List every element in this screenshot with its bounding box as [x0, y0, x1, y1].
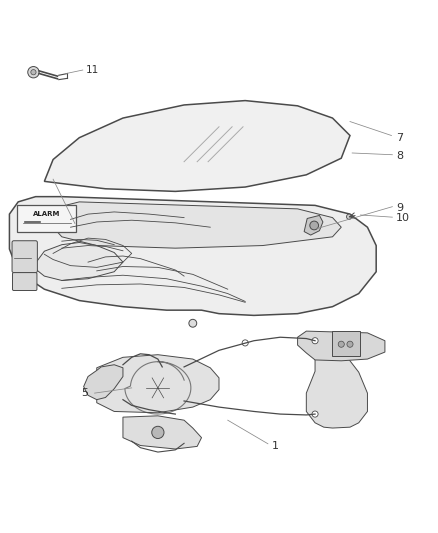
Circle shape [347, 341, 353, 348]
Polygon shape [53, 202, 341, 248]
Polygon shape [306, 335, 367, 428]
FancyBboxPatch shape [332, 331, 360, 356]
Circle shape [189, 319, 197, 327]
Text: 11: 11 [86, 65, 99, 75]
Circle shape [28, 67, 39, 78]
FancyBboxPatch shape [17, 205, 76, 232]
Polygon shape [123, 416, 201, 449]
Circle shape [312, 338, 318, 344]
FancyBboxPatch shape [12, 241, 37, 272]
Polygon shape [10, 197, 376, 316]
Text: 5: 5 [81, 388, 88, 398]
Circle shape [346, 214, 352, 220]
Circle shape [137, 367, 179, 409]
Circle shape [338, 341, 344, 348]
Circle shape [152, 426, 164, 439]
Circle shape [242, 340, 248, 346]
Text: 10: 10 [396, 214, 410, 223]
Text: 7: 7 [396, 133, 403, 143]
Circle shape [145, 375, 171, 401]
Polygon shape [84, 365, 123, 400]
Text: ALARM: ALARM [33, 211, 60, 217]
Circle shape [312, 411, 318, 417]
Polygon shape [97, 354, 219, 413]
Text: 1: 1 [272, 441, 279, 451]
Text: 8: 8 [396, 151, 403, 161]
Text: 9: 9 [396, 203, 403, 213]
Polygon shape [27, 202, 350, 225]
Polygon shape [297, 331, 385, 361]
Polygon shape [304, 215, 323, 235]
Polygon shape [35, 243, 123, 280]
FancyBboxPatch shape [12, 272, 37, 290]
Polygon shape [44, 101, 350, 191]
Circle shape [310, 221, 318, 230]
Circle shape [31, 70, 36, 75]
